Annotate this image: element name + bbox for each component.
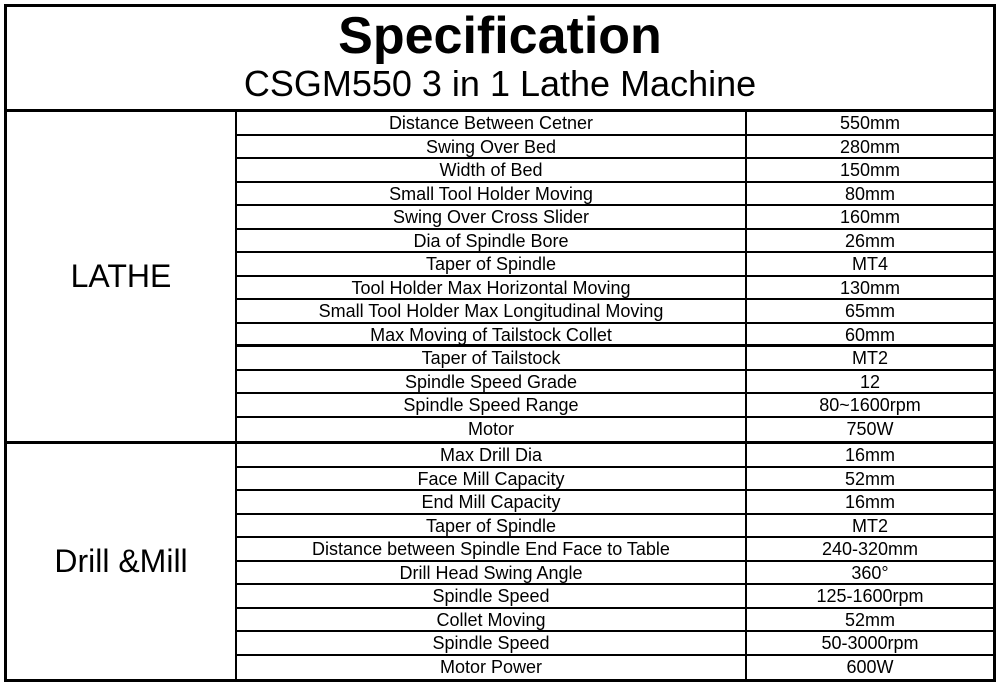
table-row: Spindle Speed125-1600rpm <box>237 585 993 609</box>
rows: Distance Between Cetner550mmSwing Over B… <box>237 112 993 441</box>
value-cell: 16mm <box>747 491 993 513</box>
param-cell: Dia of Spindle Bore <box>237 230 747 252</box>
param-cell: Small Tool Holder Max Longitudinal Movin… <box>237 300 747 322</box>
table-row: Spindle Speed50-3000rpm <box>237 632 993 656</box>
param-cell: Swing Over Bed <box>237 136 747 158</box>
param-cell: Spindle Speed <box>237 585 747 607</box>
sections-container: LATHEDistance Between Cetner550mmSwing O… <box>7 112 993 679</box>
value-cell: 52mm <box>747 609 993 631</box>
value-cell: MT2 <box>747 515 993 537</box>
param-cell: Drill Head Swing Angle <box>237 562 747 584</box>
table-row: Max Moving of Tailstock Collet60mm <box>237 324 993 348</box>
section: LATHEDistance Between Cetner550mmSwing O… <box>7 112 993 444</box>
table-row: Distance between Spindle End Face to Tab… <box>237 538 993 562</box>
param-cell: Face Mill Capacity <box>237 468 747 490</box>
table-row: Drill Head Swing Angle360° <box>237 562 993 586</box>
param-cell: Spindle Speed Grade <box>237 371 747 393</box>
value-cell: 65mm <box>747 300 993 322</box>
param-cell: Width of Bed <box>237 159 747 181</box>
rows: Max Drill Dia16mmFace Mill Capacity52mmE… <box>237 444 993 679</box>
value-cell: 16mm <box>747 444 993 466</box>
table-row: Spindle Speed Grade12 <box>237 371 993 395</box>
value-cell: 80mm <box>747 183 993 205</box>
value-cell: 130mm <box>747 277 993 299</box>
param-cell: Distance Between Cetner <box>237 112 747 134</box>
value-cell: 52mm <box>747 468 993 490</box>
table-row: Swing Over Cross Slider160mm <box>237 206 993 230</box>
table-row: Small Tool Holder Max Longitudinal Movin… <box>237 300 993 324</box>
param-cell: Tool Holder Max Horizontal Moving <box>237 277 747 299</box>
table-row: Motor750W <box>237 418 993 442</box>
value-cell: 125-1600rpm <box>747 585 993 607</box>
table-row: End Mill Capacity16mm <box>237 491 993 515</box>
table-row: Tool Holder Max Horizontal Moving130mm <box>237 277 993 301</box>
param-cell: Spindle Speed <box>237 632 747 654</box>
value-cell: MT2 <box>747 347 993 369</box>
value-cell: 750W <box>747 418 993 442</box>
value-cell: 80~1600rpm <box>747 394 993 416</box>
table-row: Small Tool Holder Moving80mm <box>237 183 993 207</box>
param-cell: Small Tool Holder Moving <box>237 183 747 205</box>
table-row: Taper of SpindleMT2 <box>237 515 993 539</box>
subtitle: CSGM550 3 in 1 Lathe Machine <box>7 64 993 104</box>
value-cell: 550mm <box>747 112 993 134</box>
table-row: Max Drill Dia16mm <box>237 444 993 468</box>
table-row: Distance Between Cetner550mm <box>237 112 993 136</box>
table-row: Taper of TailstockMT2 <box>237 347 993 371</box>
param-cell: Distance between Spindle End Face to Tab… <box>237 538 747 560</box>
table-row: Collet Moving52mm <box>237 609 993 633</box>
table-row: Swing Over Bed280mm <box>237 136 993 160</box>
param-cell: Swing Over Cross Slider <box>237 206 747 228</box>
param-cell: Taper of Spindle <box>237 253 747 275</box>
value-cell: 160mm <box>747 206 993 228</box>
param-cell: Motor <box>237 418 747 442</box>
value-cell: 600W <box>747 656 993 680</box>
value-cell: 12 <box>747 371 993 393</box>
value-cell: 240-320mm <box>747 538 993 560</box>
table-row: Motor Power600W <box>237 656 993 680</box>
param-cell: Collet Moving <box>237 609 747 631</box>
value-cell: MT4 <box>747 253 993 275</box>
param-cell: Max Moving of Tailstock Collet <box>237 324 747 345</box>
value-cell: 60mm <box>747 324 993 345</box>
table-row: Taper of SpindleMT4 <box>237 253 993 277</box>
spec-table: Specification CSGM550 3 in 1 Lathe Machi… <box>4 4 996 682</box>
section: Drill &MillMax Drill Dia16mmFace Mill Ca… <box>7 444 993 679</box>
param-cell: Taper of Spindle <box>237 515 747 537</box>
title: Specification <box>7 9 993 64</box>
param-cell: Max Drill Dia <box>237 444 747 466</box>
table-header: Specification CSGM550 3 in 1 Lathe Machi… <box>7 7 993 112</box>
table-row: Width of Bed150mm <box>237 159 993 183</box>
section-label: Drill &Mill <box>7 444 237 679</box>
param-cell: End Mill Capacity <box>237 491 747 513</box>
table-row: Spindle Speed Range80~1600rpm <box>237 394 993 418</box>
table-row: Face Mill Capacity52mm <box>237 468 993 492</box>
value-cell: 150mm <box>747 159 993 181</box>
param-cell: Spindle Speed Range <box>237 394 747 416</box>
value-cell: 26mm <box>747 230 993 252</box>
param-cell: Motor Power <box>237 656 747 680</box>
param-cell: Taper of Tailstock <box>237 347 747 369</box>
section-label: LATHE <box>7 112 237 441</box>
value-cell: 360° <box>747 562 993 584</box>
value-cell: 280mm <box>747 136 993 158</box>
value-cell: 50-3000rpm <box>747 632 993 654</box>
table-row: Dia of Spindle Bore26mm <box>237 230 993 254</box>
